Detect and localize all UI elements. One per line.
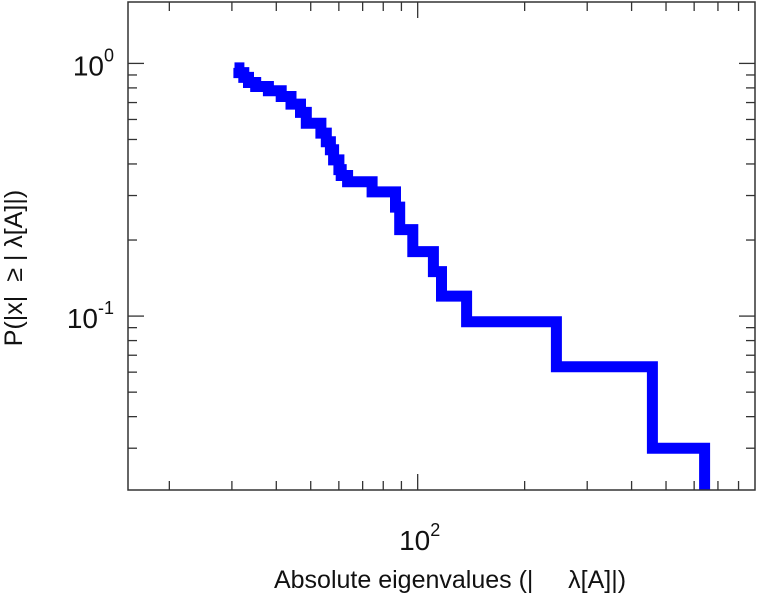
tick-labels: 100 10-1 102 — [67, 45, 440, 556]
y-axis-title: P(|x| ≥ | λ[A]|) — [0, 190, 28, 346]
axis-ticks — [128, 2, 755, 490]
x-axis-title: Absolute eigenvalues (| λ[A]|) — [274, 566, 626, 594]
y-tick-label-1: 10-1 — [67, 298, 114, 334]
x-tick-label-0: 102 — [399, 520, 440, 556]
y-tick-label-0: 100 — [73, 45, 114, 81]
series-line-ccdf — [233, 62, 711, 490]
plot-frame — [127, 1, 756, 491]
